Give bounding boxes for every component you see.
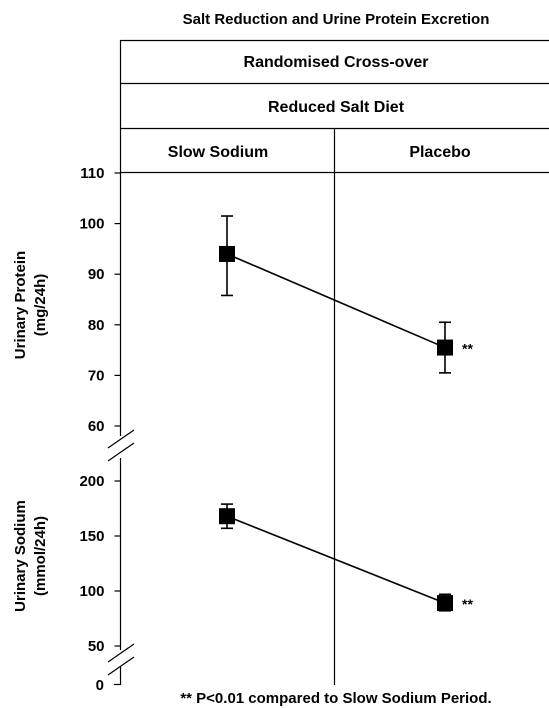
protein-series-line [226,253,446,349]
chart-title: Salt Reduction and Urine Protein Excreti… [183,11,490,28]
column-header-placebo: Placebo [409,144,471,161]
sodium-tick-label: 100 [79,583,104,600]
header-reduced-salt-diet: Reduced Salt Diet [268,99,405,116]
sodium-significance-marker: ** [462,596,473,612]
protein-tick-label: 60 [88,418,105,435]
protein-tick-label: 80 [88,317,105,334]
axis-break-mark-upper-a [107,429,135,449]
sodium-marker [437,595,453,612]
sodium-marker [219,508,235,525]
protein-significance-marker: ** [462,341,473,357]
protein-ylabel-line1: Urinary Protein [12,251,29,359]
axis-break-mark-lower-a [107,643,135,663]
sodium-panel: 50 100 150 200 ** [79,473,473,655]
sodium-ylabel-line1: Urinary Sodium [12,500,29,612]
column-header-slow-sodium: Slow Sodium [168,144,268,161]
protein-tick-label: 70 [88,367,105,384]
protein-tick-label: 110 [80,165,104,182]
protein-ylabel-line2: (mg/24h) [32,274,49,337]
footnote: ** P<0.01 compared to Slow Sodium Period… [180,690,491,707]
sodium-ylabel-line2: (mmol/24h) [32,516,49,596]
sodium-tick-label: 150 [79,528,104,545]
protein-marker [437,339,453,356]
protein-marker [219,245,235,262]
sodium-series-line [226,515,446,604]
protein-panel: 60 70 80 90 100 110 ** [79,165,473,435]
protein-tick-label: 90 [88,266,105,283]
y-axis [107,172,135,686]
zero-tick-label: 0 [96,677,104,694]
header-randomised-crossover: Randomised Cross-over [244,54,429,71]
header-table [119,39,549,685]
sodium-tick-label: 50 [88,638,105,655]
axis-break-mark-lower-b [107,656,135,676]
axis-break-mark-upper-b [107,442,135,462]
protein-tick-label: 100 [79,216,104,233]
sodium-tick-label: 200 [79,473,104,490]
